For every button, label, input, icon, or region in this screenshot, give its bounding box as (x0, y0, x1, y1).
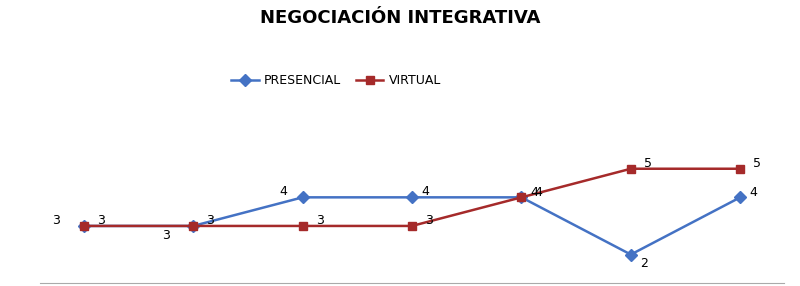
PRESENCIAL (735, 196, 745, 199)
Text: 5: 5 (644, 157, 652, 170)
VIRTUAL (517, 196, 526, 199)
VIRTUAL (79, 224, 89, 228)
Text: 3: 3 (53, 214, 60, 227)
PRESENCIAL (626, 253, 636, 256)
Text: 5: 5 (754, 157, 762, 170)
Text: NEGOCIACIÓN INTEGRATIVA: NEGOCIACIÓN INTEGRATIVA (260, 9, 540, 27)
VIRTUAL (407, 224, 417, 228)
PRESENCIAL (407, 196, 417, 199)
Text: 4: 4 (279, 184, 287, 198)
VIRTUAL (626, 167, 636, 170)
Text: 3: 3 (162, 229, 170, 242)
Line: VIRTUAL: VIRTUAL (79, 164, 745, 230)
VIRTUAL (298, 224, 307, 228)
Text: 3: 3 (206, 214, 214, 227)
VIRTUAL (188, 224, 198, 228)
Text: 4: 4 (530, 186, 538, 199)
Text: 4: 4 (750, 186, 758, 199)
Legend: PRESENCIAL, VIRTUAL: PRESENCIAL, VIRTUAL (226, 69, 446, 92)
PRESENCIAL (298, 196, 307, 199)
PRESENCIAL (517, 196, 526, 199)
VIRTUAL (735, 167, 745, 170)
Text: 3: 3 (425, 214, 433, 227)
Text: 2: 2 (640, 257, 648, 270)
PRESENCIAL (188, 224, 198, 228)
Text: 4: 4 (421, 184, 429, 198)
PRESENCIAL (79, 224, 89, 228)
Text: 3: 3 (97, 214, 105, 227)
Text: 4: 4 (534, 186, 542, 199)
Line: PRESENCIAL: PRESENCIAL (79, 193, 745, 259)
Text: 3: 3 (316, 214, 323, 227)
